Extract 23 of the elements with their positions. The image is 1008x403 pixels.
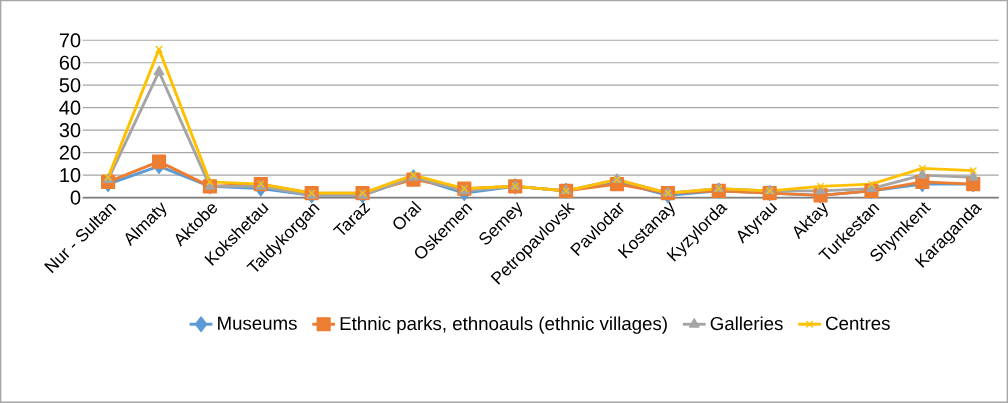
y-tick-label: 70 xyxy=(59,33,81,48)
legend-label: Centres xyxy=(826,316,890,330)
point xyxy=(151,154,167,169)
y-tick-label: 0 xyxy=(70,190,81,205)
point xyxy=(967,171,979,181)
y-tick-label: 50 xyxy=(59,78,81,93)
legend-label: Museums xyxy=(218,316,297,330)
point xyxy=(969,166,978,175)
y-tick-label: 60 xyxy=(59,55,81,70)
point xyxy=(204,180,216,190)
legend-label: Galleries xyxy=(710,316,783,331)
y-tick-label: 30 xyxy=(59,123,81,138)
y-tick-label: 10 xyxy=(60,168,81,183)
legend-label: Ethnic parks, ethnoauls (ethnic villages) xyxy=(340,316,667,334)
point xyxy=(153,65,165,76)
y-tick-label: 20 xyxy=(59,145,81,160)
y-tick-label: 40 xyxy=(59,100,81,115)
point xyxy=(816,182,825,191)
point xyxy=(916,169,928,179)
point xyxy=(155,45,163,54)
point xyxy=(918,164,927,173)
point xyxy=(206,178,214,186)
point xyxy=(867,180,876,189)
